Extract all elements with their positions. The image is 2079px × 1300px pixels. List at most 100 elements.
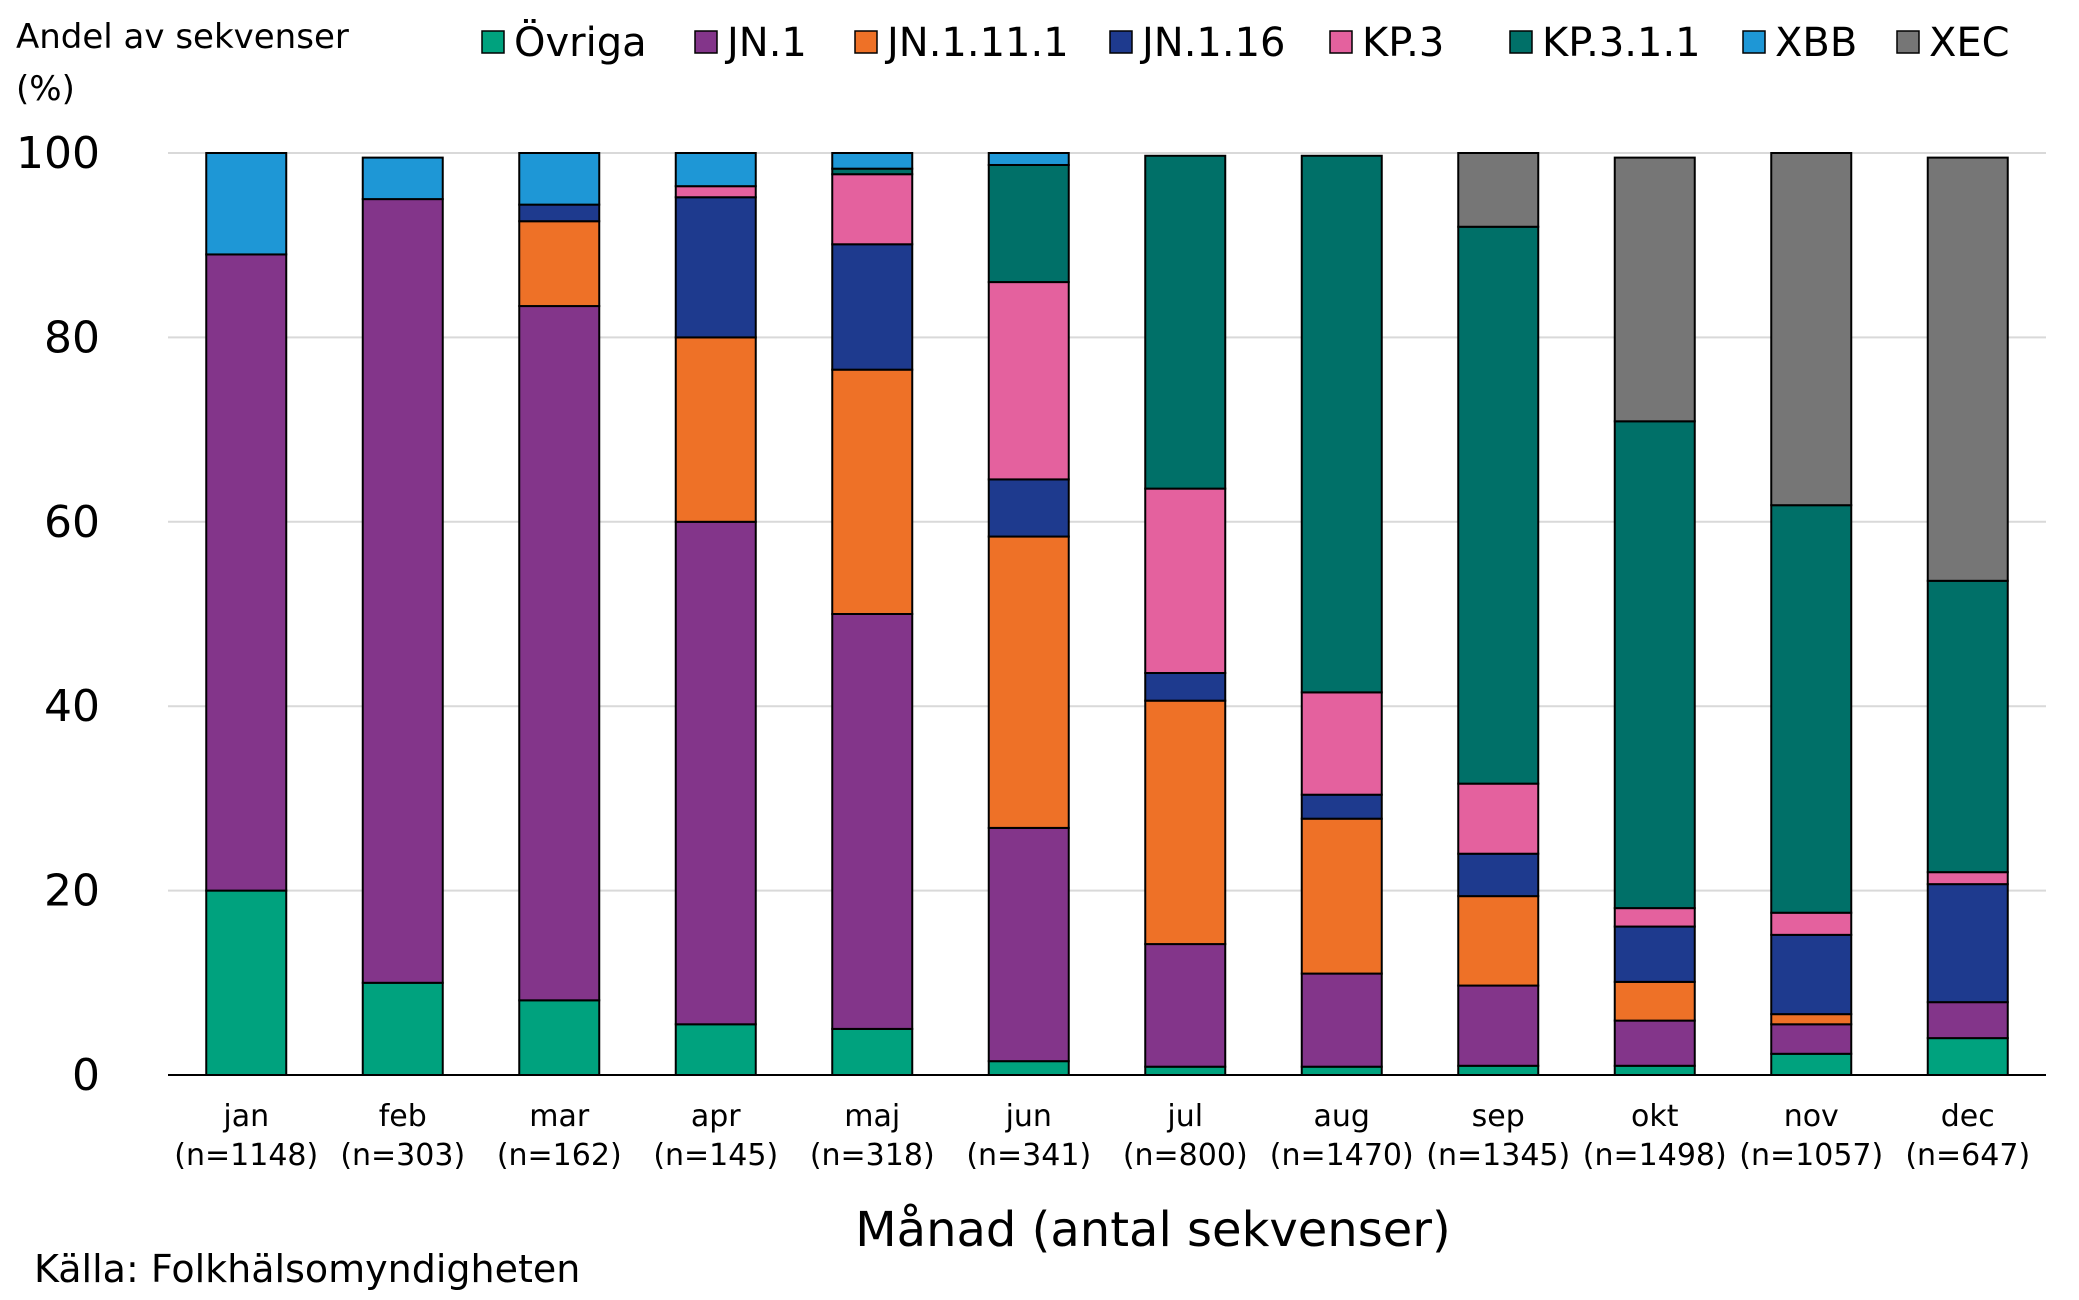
bar-segment-jn-1-okt <box>1613 1019 1696 1067</box>
x-tick-count: (n=800) <box>1123 1138 1248 1173</box>
x-tick-label: mar <box>529 1099 590 1134</box>
bar-segment--vriga-jun <box>987 1060 1070 1077</box>
bar-segment-jn-1-11-1-sep <box>1457 895 1540 987</box>
legend-swatch-jn-1 <box>694 30 718 54</box>
bar-segment-kp-3-aug <box>1300 691 1383 796</box>
bar-segment-xec-okt <box>1613 156 1696 423</box>
bar-segment-jn-1-16-jul <box>1144 672 1227 702</box>
y-tick-label: 100 <box>16 128 100 179</box>
bar-segment-kp-3-1-1-okt <box>1613 420 1696 910</box>
x-tick-label: maj <box>844 1099 900 1134</box>
x-tick-label: nov <box>1784 1099 1839 1134</box>
legend-label: JN.1.11.1 <box>884 20 1069 66</box>
bar-segment--vriga-dec <box>1926 1037 2009 1076</box>
bar-segment-jn-1-16-okt <box>1613 925 1696 983</box>
x-tick-label: sep <box>1472 1099 1525 1134</box>
bar-segment-kp-3-1-1-aug <box>1300 154 1383 694</box>
x-tick-label: okt <box>1631 1099 1679 1134</box>
bar-segment--vriga-okt <box>1613 1064 1696 1077</box>
bar-segment-jn-1-16-maj <box>831 243 914 371</box>
legend-label: XBB <box>1775 20 1857 66</box>
x-tick-label: jul <box>1166 1099 1203 1134</box>
bar-segment-kp-3-1-1-jun <box>987 163 1070 284</box>
bar-segment-kp-3-1-1-sep <box>1457 225 1540 785</box>
bar-segment-jn-1-11-1-jun <box>987 535 1070 829</box>
x-tick-label: dec <box>1941 1099 1995 1134</box>
bar-segment-jn-1-16-nov <box>1770 933 1853 1016</box>
y-axis-label-line-2: (%) <box>16 69 75 109</box>
legend-swatch-jn-1-11-1 <box>854 30 878 54</box>
bar-segment-jn-1-11-1-mar <box>518 220 601 308</box>
x-tick-label: aug <box>1314 1099 1370 1134</box>
bar-segment-kp-3-1-1-jul <box>1144 154 1227 490</box>
bar-segment-kp-3-jul <box>1144 487 1227 675</box>
y-tick-label: 80 <box>44 312 100 363</box>
x-axis-ticks: jan (n=1148) feb (n=303) mar (n=162) apr (n=145… <box>174 1099 2030 1173</box>
bar-segment--vriga-jul <box>1144 1065 1227 1077</box>
bar-segment-xbb-mar <box>518 152 601 206</box>
legend-label: Övriga <box>514 18 647 66</box>
bar-segment-jn-1-feb <box>361 198 444 984</box>
legend-swatch-xbb <box>1742 30 1766 54</box>
bar-segment--vriga-maj <box>831 1027 914 1077</box>
legend-label: KP.3 <box>1362 20 1444 66</box>
bar-segment--vriga-feb <box>361 981 444 1076</box>
legend: Övriga JN.1 JN.1.11.1 JN.1.16 KP.3 KP.3.1.1 XB… <box>481 18 2010 66</box>
x-tick-count: (n=1057) <box>1739 1138 1883 1173</box>
legend-label: JN.1 <box>724 20 807 66</box>
bar-segment--vriga-nov <box>1770 1052 1853 1076</box>
bar-segment-jn-1-16-sep <box>1457 852 1540 898</box>
legend-swatch-kp-3-1-1 <box>1509 30 1533 54</box>
bar-segment-jn-1-sep <box>1457 984 1540 1067</box>
x-tick-label: jan <box>222 1099 269 1134</box>
legend-swatch-xec <box>1896 30 1920 54</box>
y-axis-ticks: 0 20 40 60 80 100 <box>16 128 100 1101</box>
bar-segment--vriga-aug <box>1300 1065 1383 1077</box>
bar-segment-jn-1-16-jun <box>987 478 1070 538</box>
bar-segment-jn-1-16-apr <box>674 196 757 339</box>
gridlines <box>168 152 2046 892</box>
y-axis-label-line-1: Andel av sekvenser <box>16 17 349 57</box>
bar-segment-jn-1-11-1-apr <box>674 336 757 523</box>
bar-segment--vriga-apr <box>674 1023 757 1077</box>
bar-segment-kp-3-maj <box>831 173 914 246</box>
bar-segment-kp-3-nov <box>1770 911 1853 936</box>
bar-segment-xec-nov <box>1770 152 1853 507</box>
x-tick-label: feb <box>379 1099 427 1134</box>
x-tick-count: (n=303) <box>340 1138 465 1173</box>
x-tick-count: (n=647) <box>1905 1138 2030 1173</box>
bar-segment-kp-3-1-1-nov <box>1770 504 1853 914</box>
bar-segment-jn-1-16-mar <box>518 203 601 223</box>
legend-label: KP.3.1.1 <box>1542 20 1701 66</box>
y-tick-label: 0 <box>72 1050 100 1101</box>
x-tick-count: (n=145) <box>653 1138 778 1173</box>
bar-segment--vriga-mar <box>518 999 601 1076</box>
legend-label: JN.1.16 <box>1139 20 1286 66</box>
bar-segment-jn-1-jan <box>205 253 288 892</box>
bar-segment-jn-1-jun <box>987 826 1070 1063</box>
bar-segment-jn-1-maj <box>831 613 914 1030</box>
bar-segment-kp-3-1-1-dec <box>1926 579 2009 874</box>
y-tick-label: 20 <box>44 866 100 917</box>
legend-label: XEC <box>1929 20 2010 66</box>
bar-segment-jn-1-aug <box>1300 972 1383 1068</box>
bar-segment-kp-3-jun <box>987 281 1070 481</box>
x-tick-count: (n=1148) <box>174 1138 318 1173</box>
x-tick-label: jun <box>1005 1099 1052 1134</box>
legend-swatch-jn-1-16 <box>1109 30 1133 54</box>
bar-segment-xbb-feb <box>361 156 444 201</box>
bar-segment-kp-3-dec <box>1926 871 2009 886</box>
x-axis-title: Månad (antal sekvenser) <box>855 1202 1450 1258</box>
y-tick-label: 60 <box>44 497 100 548</box>
x-tick-count: (n=1345) <box>1426 1138 1570 1173</box>
legend-swatch-kp-3 <box>1329 30 1353 54</box>
bar-segment-jn-1-mar <box>518 305 601 1002</box>
bar-segment-jn-1-11-1-nov <box>1770 1013 1853 1026</box>
bar-segment-kp-3-apr <box>674 185 757 199</box>
bar-segment-jn-1-11-1-aug <box>1300 817 1383 975</box>
bar-segment-jn-1-16-aug <box>1300 793 1383 820</box>
bar-segment-jn-1-11-1-maj <box>831 368 914 616</box>
y-tick-label: 40 <box>44 681 100 732</box>
bar-segment-kp-3-sep <box>1457 782 1540 855</box>
